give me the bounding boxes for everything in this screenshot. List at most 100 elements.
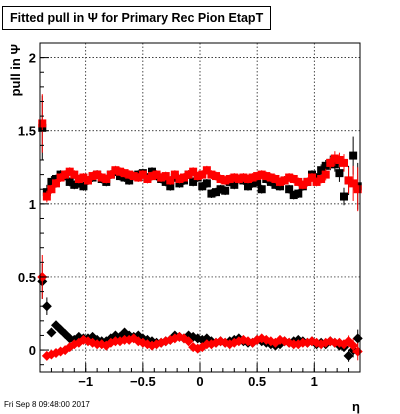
data-point	[47, 185, 56, 194]
data-point	[207, 170, 216, 179]
data-point	[344, 176, 353, 185]
data-point	[257, 185, 266, 194]
grid	[40, 43, 360, 372]
data-point	[111, 166, 120, 175]
data-point	[216, 174, 225, 183]
series-4	[37, 255, 363, 361]
data-point	[212, 172, 220, 181]
y-tick-label: 0.5	[18, 270, 36, 285]
data-point	[280, 176, 289, 185]
data-point	[349, 151, 358, 160]
data-point	[170, 170, 179, 179]
data-point	[221, 186, 230, 195]
data-point	[125, 170, 134, 179]
data-point	[285, 173, 294, 182]
data-point	[166, 182, 175, 191]
data-point	[46, 327, 57, 338]
data-point	[106, 170, 115, 179]
data-point	[294, 177, 303, 186]
data-point	[244, 174, 252, 183]
data-point	[248, 179, 257, 188]
data-point	[102, 174, 111, 183]
data-point	[202, 166, 211, 175]
data-point	[343, 350, 354, 361]
data-point	[180, 173, 188, 182]
data-point	[70, 170, 79, 179]
data-point	[212, 188, 220, 197]
data-point	[198, 182, 207, 191]
data-point	[120, 169, 129, 178]
data-point	[148, 172, 156, 181]
data-point	[289, 174, 298, 183]
data-point	[262, 172, 271, 181]
data-point	[248, 173, 257, 182]
series-2	[38, 94, 362, 212]
data-point	[175, 174, 184, 183]
data-point	[321, 161, 330, 170]
data-point	[56, 173, 65, 182]
data-point	[317, 166, 326, 175]
data-point	[303, 177, 312, 186]
data-point	[116, 167, 124, 176]
data-point	[247, 337, 258, 348]
data-point	[65, 177, 74, 186]
data-point	[330, 154, 339, 163]
data-point	[335, 169, 344, 178]
data-point	[70, 180, 79, 189]
data-point	[88, 172, 97, 181]
data-point	[161, 177, 170, 186]
data-point	[340, 158, 348, 167]
data-point	[52, 179, 60, 188]
data-point	[353, 185, 362, 194]
data-point	[230, 180, 239, 189]
data-point	[161, 172, 170, 181]
data-point	[271, 174, 280, 183]
data-points	[37, 94, 363, 362]
x-axis-label: η	[352, 399, 360, 414]
data-point	[312, 177, 321, 186]
chart-title: Fitted pull in Ψ for Primary Rec Pion Et…	[2, 6, 272, 30]
data-point	[198, 170, 207, 179]
data-point	[202, 179, 211, 188]
y-axis-label: pull in Ψ	[8, 44, 23, 96]
data-point	[225, 174, 234, 183]
data-point	[138, 170, 147, 179]
data-point	[143, 174, 152, 183]
data-point	[129, 172, 138, 181]
x-tick-label: 0	[196, 374, 203, 389]
data-point	[234, 174, 243, 183]
data-point	[266, 173, 275, 182]
data-point	[65, 167, 74, 176]
data-point	[239, 173, 248, 182]
data-point	[61, 170, 70, 179]
data-point	[289, 191, 298, 200]
data-point	[207, 189, 216, 198]
data-point	[79, 173, 88, 182]
data-point	[125, 176, 134, 185]
data-point	[298, 180, 307, 189]
data-point	[74, 174, 83, 183]
data-point	[183, 336, 194, 347]
data-point	[79, 182, 88, 191]
data-point	[93, 170, 102, 179]
data-point	[230, 173, 239, 182]
data-point	[253, 172, 262, 181]
x-tick-label: −0.5	[130, 374, 156, 389]
data-point	[42, 192, 51, 201]
data-point	[294, 189, 303, 198]
data-point	[321, 170, 330, 179]
data-point	[47, 177, 56, 186]
data-point	[285, 185, 294, 194]
x-tick-label: 0.5	[248, 374, 266, 389]
data-point	[335, 155, 344, 164]
data-point	[340, 192, 348, 201]
y-tick-label: 1	[29, 197, 36, 212]
y-tick-label: 0	[29, 343, 36, 358]
x-tick-label: 1	[311, 374, 318, 389]
y-tick-label: 1.5	[18, 124, 36, 139]
data-point	[189, 167, 198, 176]
data-point	[166, 176, 175, 185]
data-point	[184, 170, 193, 179]
data-point	[189, 177, 198, 186]
